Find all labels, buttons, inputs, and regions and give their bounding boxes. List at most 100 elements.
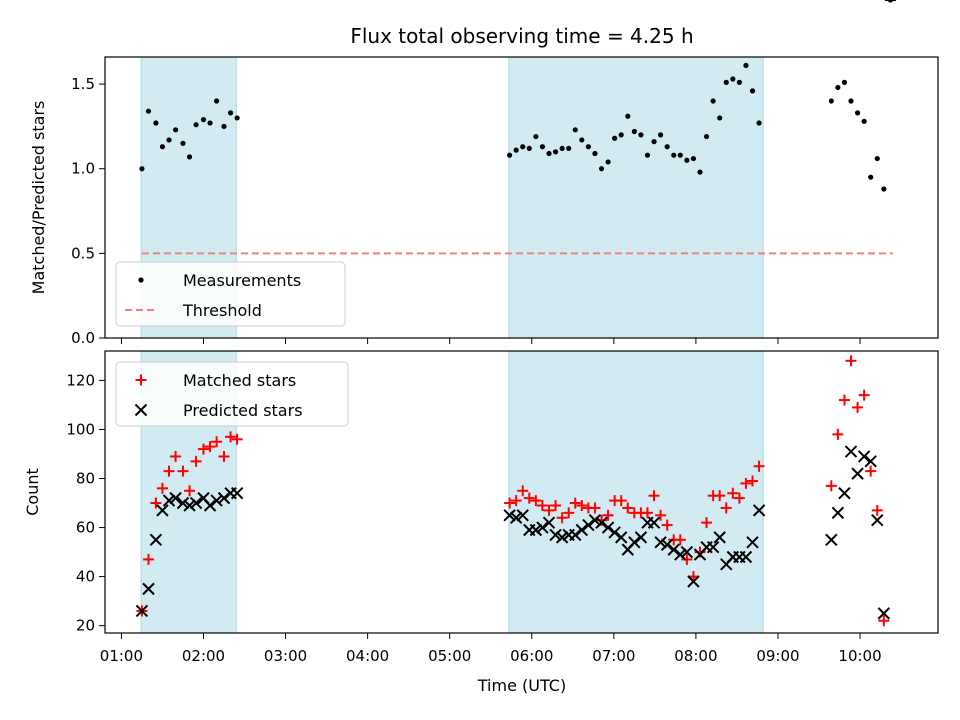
- point-1-1-39-b: [660, 538, 674, 551]
- point-1-1-53: [752, 504, 766, 517]
- x-tick-label-2: 03:00: [264, 647, 307, 665]
- x-tick-label-7: 08:00: [674, 647, 717, 665]
- point-1-1-57: [844, 445, 858, 458]
- y-tick-label-1-1: 40: [76, 568, 95, 586]
- point-1-1-4: [162, 494, 176, 507]
- point-1-0-8: [190, 455, 202, 467]
- point-0-0-16: [513, 147, 519, 153]
- point-1-0-57: [845, 355, 857, 367]
- point-1-1-35-b: [634, 531, 648, 544]
- point-1-1-42: [680, 545, 694, 559]
- point-0-0-41: [677, 152, 683, 158]
- point-1-1-52: [746, 536, 759, 549]
- point-0-0-59: [861, 118, 867, 124]
- point-1-0-19: [530, 495, 542, 507]
- point-1-0-2: [150, 497, 162, 509]
- point-1-1-47: [713, 531, 726, 544]
- point-1-1-6: [176, 496, 190, 510]
- legend-marker-1-1: [134, 403, 148, 417]
- point-1-1-19: [529, 523, 543, 537]
- point-1-1-59-b: [857, 450, 871, 463]
- point-0-0-36: [644, 152, 651, 158]
- point-0-0-51: [743, 62, 749, 69]
- point-0-0-1: [145, 108, 152, 114]
- legend-marker-1-1-b: [134, 403, 148, 417]
- point-1-1-26: [575, 523, 589, 537]
- point-0-0-17: [520, 144, 526, 150]
- point-1-1-3-b: [156, 504, 169, 517]
- x-tick-label-1: 02:00: [182, 647, 225, 665]
- point-0-0-52: [749, 88, 756, 94]
- point-1-0-42: [681, 553, 693, 565]
- series-1-0: [136, 0, 896, 627]
- legend-marker-1-0: [135, 374, 147, 386]
- point-1-1-12: [217, 491, 231, 505]
- point-1-1-52-b: [746, 536, 759, 549]
- point-1-1-59: [857, 450, 871, 463]
- point-1-1-38: [654, 536, 667, 549]
- point-1-1-11-b: [210, 494, 223, 507]
- point-1-1-43-b: [687, 575, 700, 588]
- point-1-1-57-b: [844, 445, 858, 458]
- point-0-0-62: [881, 186, 887, 192]
- x-tick-label-6: 07:00: [592, 647, 635, 665]
- point-0-0-49: [730, 76, 736, 82]
- point-1-1-32: [615, 531, 628, 544]
- point-0-0-43: [690, 155, 697, 162]
- point-1-0-21: [543, 504, 555, 516]
- point-0-0-5: [172, 127, 179, 133]
- ratio-panel: 0.0 0.5 1.0 1.5 Matched/Predicted stars Measu…: [29, 0, 939, 347]
- point-1-1-16-b: [509, 511, 523, 524]
- point-1-1-1-b: [142, 582, 155, 596]
- point-0-0-57: [848, 98, 854, 104]
- legend-box-1: [115, 361, 349, 427]
- legend-box-0: [115, 261, 346, 327]
- point-1-0-32: [615, 495, 627, 507]
- point-1-0-10: [204, 441, 216, 453]
- point-1-0-13: [225, 431, 237, 443]
- axes-frame-0: [104, 56, 939, 339]
- point-1-0-3: [156, 482, 168, 494]
- point-1-0-39: [661, 519, 673, 531]
- point-1-0-61: [871, 504, 883, 516]
- point-1-1-28: [588, 513, 602, 527]
- point-1-0-7: [184, 485, 196, 497]
- point-1-0-45: [701, 517, 713, 529]
- point-1-1-22-b: [549, 528, 562, 542]
- point-1-1-58-b: [851, 467, 864, 480]
- point-1-1-43: [687, 575, 700, 588]
- point-1-1-8-b: [189, 496, 203, 510]
- legend-label-0-0: Measurements: [183, 271, 301, 290]
- point-1-0-17: [517, 485, 529, 497]
- point-1-1-41: [674, 548, 687, 561]
- y-tick-label-0-0: 0.0: [71, 329, 95, 347]
- x-axis-label: Time (UTC): [477, 676, 566, 695]
- point-1-0-16: [510, 495, 522, 507]
- point-0-0-54: [828, 98, 834, 104]
- point-0-0-25: [572, 127, 578, 133]
- point-1-1-61: [871, 513, 884, 527]
- point-1-1-29-b: [595, 516, 608, 529]
- point-0-0-27: [585, 144, 591, 150]
- y-tick-label-1-3: 80: [76, 470, 95, 488]
- point-1-1-30: [601, 521, 615, 534]
- point-1-1-47-b: [713, 531, 726, 544]
- point-1-1-35: [634, 531, 648, 544]
- point-1-0-53: [753, 460, 765, 472]
- point-1-1-46: [706, 540, 720, 554]
- point-1-1-12-b: [217, 491, 231, 505]
- point-1-1-31: [608, 526, 621, 539]
- point-0-0-60: [868, 174, 874, 180]
- y-tick-label-1-2: 60: [76, 519, 95, 537]
- y-tick-label-1-5: 120: [66, 371, 95, 389]
- point-1-1-0-b: [135, 604, 149, 618]
- point-1-0-22: [550, 499, 562, 511]
- point-1-1-23-b: [555, 531, 569, 544]
- point-1-1-27-b: [582, 518, 595, 532]
- point-0-0-35: [638, 132, 644, 138]
- series-1-1: [135, 0, 896, 620]
- point-1-0-48: [720, 502, 732, 514]
- point-0-0-8: [193, 122, 199, 128]
- point-1-0-50: [733, 492, 745, 504]
